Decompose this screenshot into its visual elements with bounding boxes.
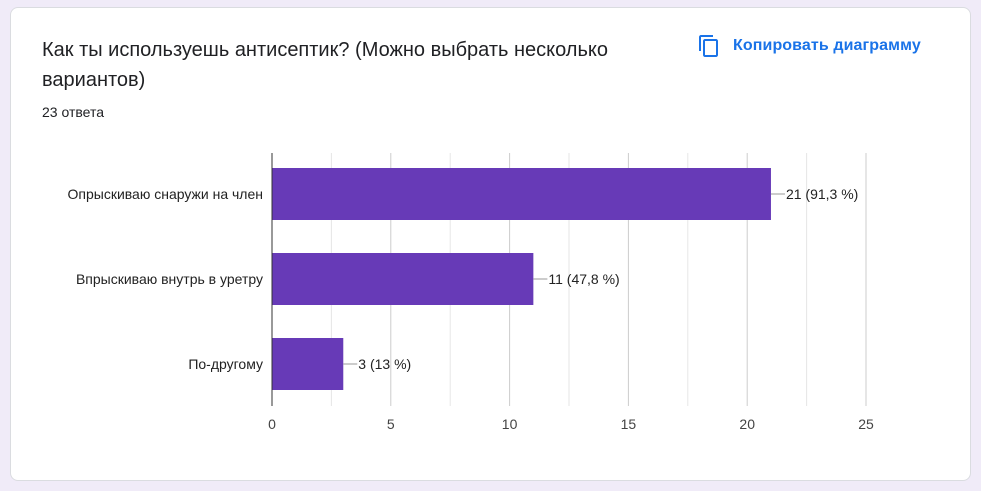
- x-tick-label: 0: [268, 416, 276, 432]
- response-count: 23 ответа: [42, 104, 104, 120]
- data-label: 3 (13 %): [358, 356, 411, 372]
- category-label: Впрыскиваю внутрь в уретру: [76, 271, 263, 287]
- question-title: Как ты используешь антисептик? (Можно вы…: [42, 39, 608, 91]
- bar: [272, 168, 771, 220]
- bar-chart: 21 (91,3 %) Опрыскиваю снаружи на член 11 …: [68, 153, 874, 432]
- question-card: Как ты используешь антисептик? (Можно вы…: [10, 7, 971, 481]
- copy-chart-label: Копировать диаграмму: [733, 37, 921, 54]
- category-label: Опрыскиваю снаружи на член: [68, 186, 264, 202]
- x-tick-label: 15: [621, 416, 637, 432]
- copy-chart-button[interactable]: Копировать диаграмму: [697, 32, 921, 60]
- bar: [272, 253, 534, 305]
- x-tick-label: 5: [387, 416, 395, 432]
- category-label: По-другому: [188, 356, 263, 372]
- data-label: 11 (47,8 %): [548, 271, 619, 287]
- x-tick-label: 10: [502, 416, 518, 432]
- x-tick-label: 20: [739, 416, 755, 432]
- bar: [272, 338, 344, 390]
- copy-icon: [699, 35, 718, 57]
- data-label: 21 (91,3 %): [786, 186, 858, 202]
- x-tick-label: 25: [858, 416, 874, 432]
